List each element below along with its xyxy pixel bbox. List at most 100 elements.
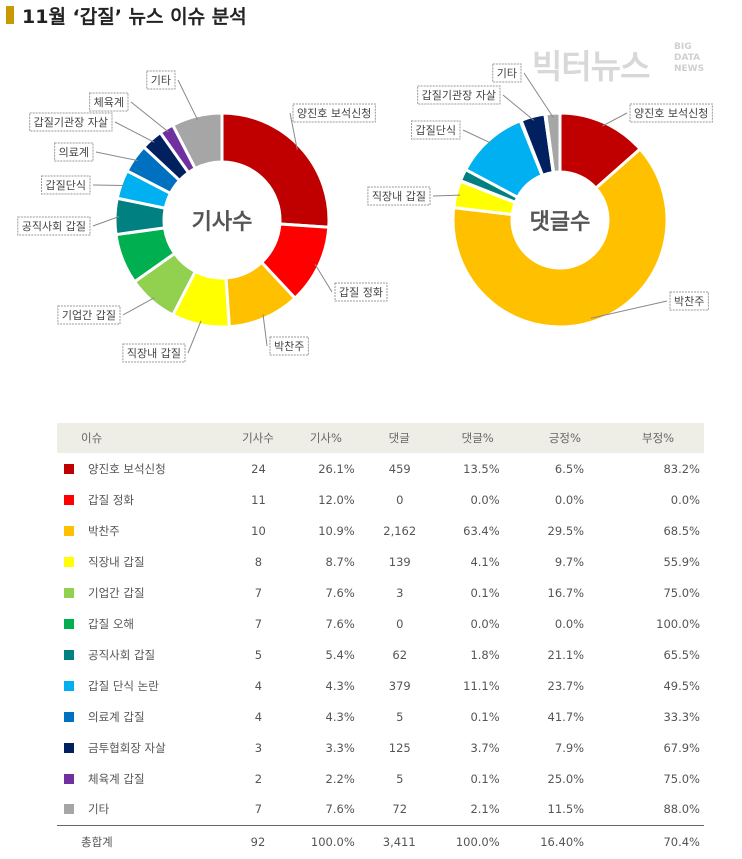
row-negative-pct: 67.9% (663, 740, 700, 755)
total-reply-pct: 100.0% (455, 835, 500, 850)
total-count-pct: 100.0% (310, 835, 355, 850)
total-replies: 3,411 (382, 835, 416, 850)
row-count: 7 (254, 616, 263, 631)
row-count-pct: 2.2% (325, 771, 355, 786)
row-replies: 5 (396, 709, 404, 724)
table-row: 갑질 단식 논란 4 4.3% 379 11.1% 23.7% 49.5% (57, 670, 704, 701)
table-row: 기타 7 7.6% 72 2.1% 11.5% 88.0% (57, 794, 704, 825)
callout-label: 갑질기관장 자살 (34, 116, 108, 129)
row-issue: 직장내 갑질 (57, 546, 225, 577)
row-issue-label: 의료계 갑질 (88, 709, 145, 724)
row-issue: 박찬주 (57, 515, 225, 546)
table-row: 양진호 보석신청 24 26.1% 459 13.5% 6.5% 83.2% (57, 453, 704, 484)
table-row: 금투협회장 자살 3 3.3% 125 3.7% 7.9% 67.9% (57, 732, 704, 763)
row-reply-pct: 0.1% (470, 771, 500, 786)
row-negative-pct: 88.0% (663, 802, 700, 817)
callout-box (146, 70, 176, 90)
legend-swatch (64, 804, 74, 815)
row-issue: 의료계 갑질 (57, 701, 225, 732)
logo-sub-line: NEWS (674, 64, 705, 74)
row-positive-pct: 0.0% (554, 492, 585, 507)
row-issue: 기업간 갑질 (57, 577, 225, 608)
row-count: 8 (254, 554, 263, 569)
callout-line (92, 184, 125, 187)
issue-table: 이슈 기사수 기사% 댓글 댓글% 긍정% 부정% 양진호 보석신청 24 26.1… (57, 423, 704, 859)
legend-swatch (64, 649, 74, 660)
callout-box (89, 92, 129, 112)
row-count-pct: 8.7% (325, 554, 355, 569)
table-body: 양진호 보석신청 24 26.1% 459 13.5% 6.5% 83.2% 갑질 정화 11 1… (57, 453, 704, 825)
callout-line (130, 101, 169, 133)
legend-swatch (64, 494, 74, 505)
row-positive-pct: 6.5% (554, 461, 585, 476)
title-accent-bar (6, 6, 14, 24)
logo-sub-line: BIG (674, 42, 692, 52)
row-issue-label: 갑질 정화 (88, 492, 134, 507)
callout-line (462, 129, 492, 144)
pie-slice (170, 111, 224, 171)
legend-swatch (64, 680, 74, 691)
header-count: 기사수 (242, 431, 274, 445)
row-count-pct: 7.6% (325, 616, 355, 631)
row-positive-pct: 29.5% (547, 523, 585, 538)
row-issue-label: 금투협회장 자살 (88, 740, 166, 755)
row-replies: 125 (388, 740, 411, 755)
row-issue-label: 직장내 갑질 (88, 554, 145, 569)
table-total-row: 총합계 92 100.0% 3,411 100.0% 16.40% 70.4% (57, 825, 704, 859)
callout-label: 박찬주 (674, 294, 704, 308)
table-row: 직장내 갑질 8 8.7% 139 4.1% 9.7% 55.9% (57, 546, 704, 577)
row-negative-pct: 65.5% (663, 647, 700, 662)
callout-label: 기업간 갑질 (62, 309, 116, 322)
callout-label: 양진호 보석신청 (634, 107, 708, 120)
callout-line (122, 297, 155, 316)
callout-box (292, 103, 376, 123)
row-count: 3 (254, 740, 263, 755)
row-negative-pct: 68.5% (663, 523, 700, 538)
row-count: 24 (251, 461, 266, 476)
pie-slice (220, 111, 331, 229)
callout-box (629, 103, 713, 123)
row-positive-pct: 25.0% (547, 771, 585, 786)
header-count-pct: 기사% (309, 431, 342, 445)
row-reply-pct: 63.4% (463, 523, 500, 538)
row-negative-pct: 0.0% (670, 492, 700, 507)
callout-label: 의료계 (59, 146, 89, 159)
row-positive-pct: 23.7% (547, 678, 585, 693)
header-replies: 댓글 (388, 431, 410, 445)
row-count: 7 (254, 802, 263, 817)
row-count-pct: 10.9% (318, 523, 355, 538)
legend-swatch (64, 525, 74, 536)
row-count: 2 (254, 771, 263, 786)
legend-swatch (64, 711, 74, 722)
callout-box (57, 305, 121, 325)
row-count: 4 (254, 709, 263, 724)
row-reply-pct: 11.1% (463, 678, 500, 693)
row-replies: 3 (396, 585, 404, 600)
callout-box (367, 186, 431, 206)
row-count: 4 (254, 678, 263, 693)
callout-line (114, 121, 155, 143)
total-count: 92 (250, 835, 266, 850)
legend-swatch (64, 587, 74, 598)
row-count-pct: 7.6% (325, 585, 355, 600)
row-issue-label: 공직사회 갑질 (88, 647, 156, 662)
row-count-pct: 3.3% (325, 740, 355, 755)
callout-line (187, 320, 202, 354)
callout-box (669, 291, 709, 311)
table-row: 체육계 갑질 2 2.2% 5 0.1% 25.0% 75.0% (57, 763, 704, 794)
row-issue-label: 양진호 보석신청 (88, 461, 166, 476)
callout-line (590, 300, 668, 319)
logo-text: 빅터뉴스 (532, 47, 650, 86)
callout-label: 박찬주 (274, 339, 304, 353)
callout-line (92, 216, 120, 227)
row-issue-label: 기타 (88, 802, 110, 817)
row-count: 11 (251, 492, 266, 507)
row-positive-pct: 7.9% (554, 740, 585, 755)
row-reply-pct: 3.7% (470, 740, 500, 755)
row-positive-pct: 11.5% (547, 802, 585, 817)
legend-swatch (64, 618, 74, 629)
table-row: 공직사회 갑질 5 5.4% 62 1.8% 21.1% 65.5% (57, 639, 704, 670)
row-positive-pct: 16.7% (547, 585, 585, 600)
table-row: 의료계 갑질 4 4.3% 5 0.1% 41.7% 33.3% (57, 701, 704, 732)
